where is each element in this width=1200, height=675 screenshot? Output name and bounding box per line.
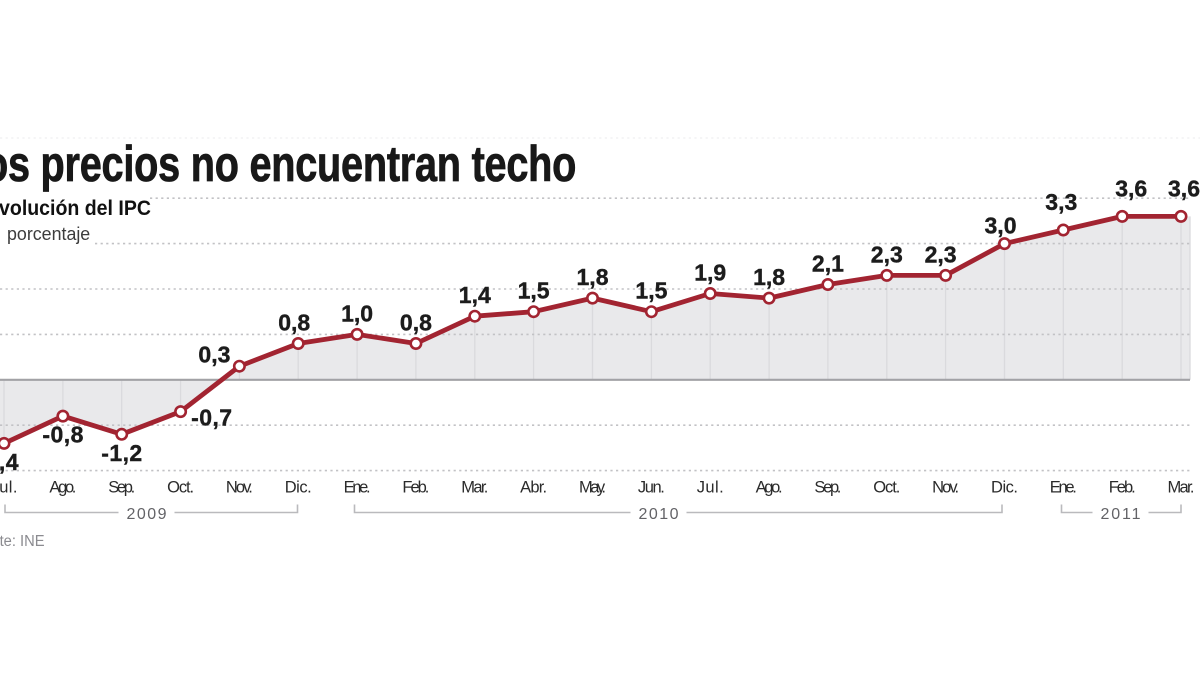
- svg-text:2,3: 2,3: [871, 241, 903, 267]
- svg-text:Jul.: Jul.: [697, 479, 724, 497]
- svg-text:Oct.: Oct.: [873, 479, 900, 497]
- svg-text:Sep.: Sep.: [108, 479, 135, 497]
- svg-text:Jul.: Jul.: [0, 479, 18, 497]
- svg-text:1,4: 1,4: [459, 282, 491, 308]
- svg-text:1,8: 1,8: [753, 264, 785, 290]
- svg-text:-0,7: -0,7: [191, 405, 232, 431]
- svg-text:2010: 2010: [639, 506, 679, 523]
- svg-text:1,8: 1,8: [577, 264, 609, 290]
- svg-text:Nov.: Nov.: [932, 479, 959, 497]
- svg-text:-0,8: -0,8: [42, 422, 83, 448]
- svg-text:0,3: 0,3: [198, 342, 230, 368]
- svg-text:3,3: 3,3: [1045, 189, 1077, 215]
- svg-text:1,0: 1,0: [341, 300, 373, 326]
- svg-text:1,9: 1,9: [694, 260, 726, 286]
- svg-text:1,5: 1,5: [635, 278, 667, 304]
- svg-text:3,0: 3,0: [985, 213, 1017, 239]
- svg-text:Dic.: Dic.: [991, 479, 1018, 497]
- svg-text:2,3: 2,3: [925, 241, 957, 267]
- svg-text:May.: May.: [579, 479, 606, 497]
- svg-text:2,1: 2,1: [812, 251, 844, 277]
- svg-text:Feb.: Feb.: [402, 479, 429, 497]
- svg-text:-1,4: -1,4: [0, 449, 19, 475]
- svg-text:Nov.: Nov.: [226, 479, 253, 497]
- svg-text:Mar.: Mar.: [1168, 479, 1195, 497]
- svg-text:Oct.: Oct.: [167, 479, 194, 497]
- svg-text:1,5: 1,5: [518, 278, 550, 304]
- svg-text:Ene.: Ene.: [344, 479, 371, 497]
- svg-text:Sep.: Sep.: [814, 479, 841, 497]
- svg-text:Abr.: Abr.: [520, 479, 547, 497]
- svg-text:0,8: 0,8: [278, 310, 310, 336]
- svg-text:Ago.: Ago.: [49, 479, 76, 497]
- svg-text:Jun.: Jun.: [638, 479, 665, 497]
- svg-text:3,6: 3,6: [1168, 175, 1200, 201]
- svg-text:Mar.: Mar.: [461, 479, 488, 497]
- svg-text:-1,2: -1,2: [101, 440, 142, 466]
- svg-text:Ene.: Ene.: [1050, 479, 1077, 497]
- svg-text:0,8: 0,8: [400, 310, 432, 336]
- svg-text:3,6: 3,6: [1115, 175, 1147, 201]
- svg-text:Feb.: Feb.: [1109, 479, 1136, 497]
- svg-text:2009: 2009: [127, 506, 167, 523]
- svg-text:2011: 2011: [1101, 506, 1141, 523]
- svg-text:Dic.: Dic.: [285, 479, 312, 497]
- svg-text:Ago.: Ago.: [756, 479, 783, 497]
